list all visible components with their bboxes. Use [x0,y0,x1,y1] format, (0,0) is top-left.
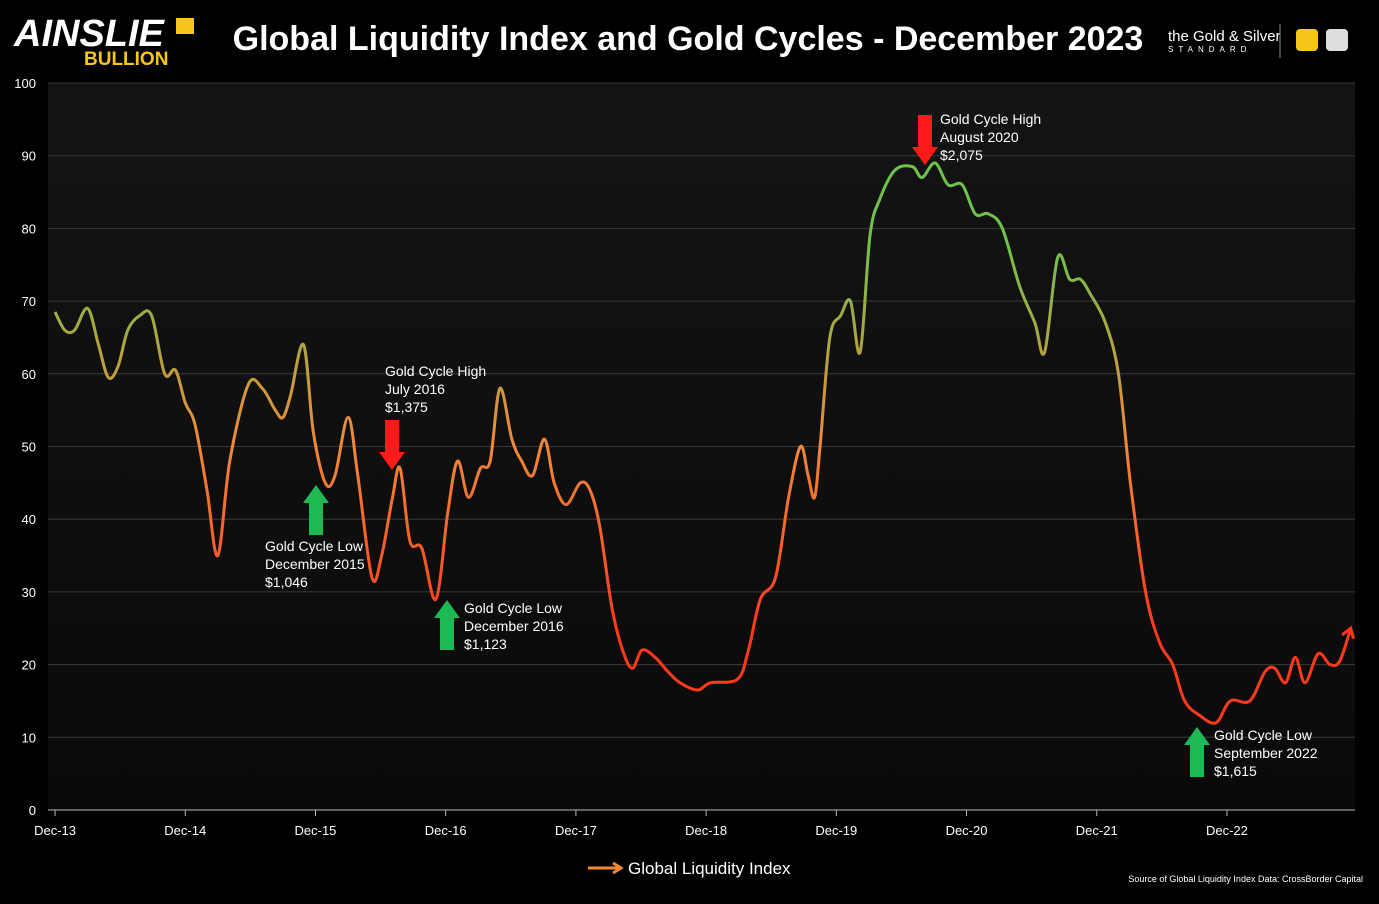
annotation-text: $1,615 [1214,763,1257,779]
annotation-text: Gold Cycle Low [464,600,563,616]
x-tick-label: Dec-14 [164,823,206,838]
y-tick-label: 100 [14,76,36,91]
logo: AINSLIE [13,13,166,55]
annotation-text: Gold Cycle Low [265,538,364,554]
y-tick-label: 80 [22,221,36,236]
legend-label: Global Liquidity Index [628,859,791,878]
x-tick-label: Dec-22 [1206,823,1248,838]
annotation-arrow [309,503,323,535]
x-tick-label: Dec-16 [425,823,467,838]
y-tick-label: 90 [22,149,36,164]
y-tick-label: 50 [22,440,36,455]
logo-badge [176,18,194,34]
annotation-text: $1,046 [265,574,308,590]
x-tick-label: Dec-18 [685,823,727,838]
x-tick-label: Dec-13 [34,823,76,838]
y-tick-label: 60 [22,367,36,382]
line-arrowhead [1341,625,1355,640]
annotation-arrow [1184,727,1210,745]
annotation-arrow [379,452,405,470]
x-tick-label: Dec-17 [555,823,597,838]
annotation-arrow [1190,745,1204,777]
brand-sub: STANDARD [1168,45,1251,54]
app-icon [1296,29,1318,51]
liquidity-line [53,161,1353,725]
logo-sub: BULLION [84,49,168,70]
y-tick-label: 10 [22,730,36,745]
y-tick-label: 30 [22,585,36,600]
y-tick-label: 0 [29,803,36,818]
annotation-arrow [440,618,454,650]
x-tick-label: Dec-19 [815,823,857,838]
annotation-text: July 2016 [385,381,445,397]
x-tick-label: Dec-15 [295,823,337,838]
source: Source of Global Liquidity Index Data: C… [1128,874,1363,884]
annotation-text: August 2020 [940,129,1019,145]
legend-swatch [612,861,624,875]
annotation-arrow [303,485,329,503]
chart-title: Global Liquidity Index and Gold Cycles -… [233,20,1144,58]
annotation-text: December 2015 [265,556,365,572]
annotation-text: September 2022 [1214,745,1318,761]
annotation-text: $2,075 [940,147,983,163]
x-tick-label: Dec-21 [1076,823,1118,838]
app-icon [1326,29,1348,51]
annotation-text: $1,123 [464,636,507,652]
x-tick-label: Dec-20 [946,823,988,838]
annotation-text: Gold Cycle High [940,111,1041,127]
annotation-text: Gold Cycle High [385,363,486,379]
y-tick-label: 70 [22,294,36,309]
annotation-arrow [912,147,938,165]
y-tick-label: 20 [22,658,36,673]
annotation-text: Gold Cycle Low [1214,727,1313,743]
brand: the Gold & Silver [1168,28,1281,45]
annotation-text: $1,375 [385,399,428,415]
annotation-arrow [385,420,399,452]
annotation-arrow [434,600,460,618]
y-tick-label: 40 [22,512,36,527]
annotation-arrow [918,115,932,147]
annotation-text: December 2016 [464,618,564,634]
